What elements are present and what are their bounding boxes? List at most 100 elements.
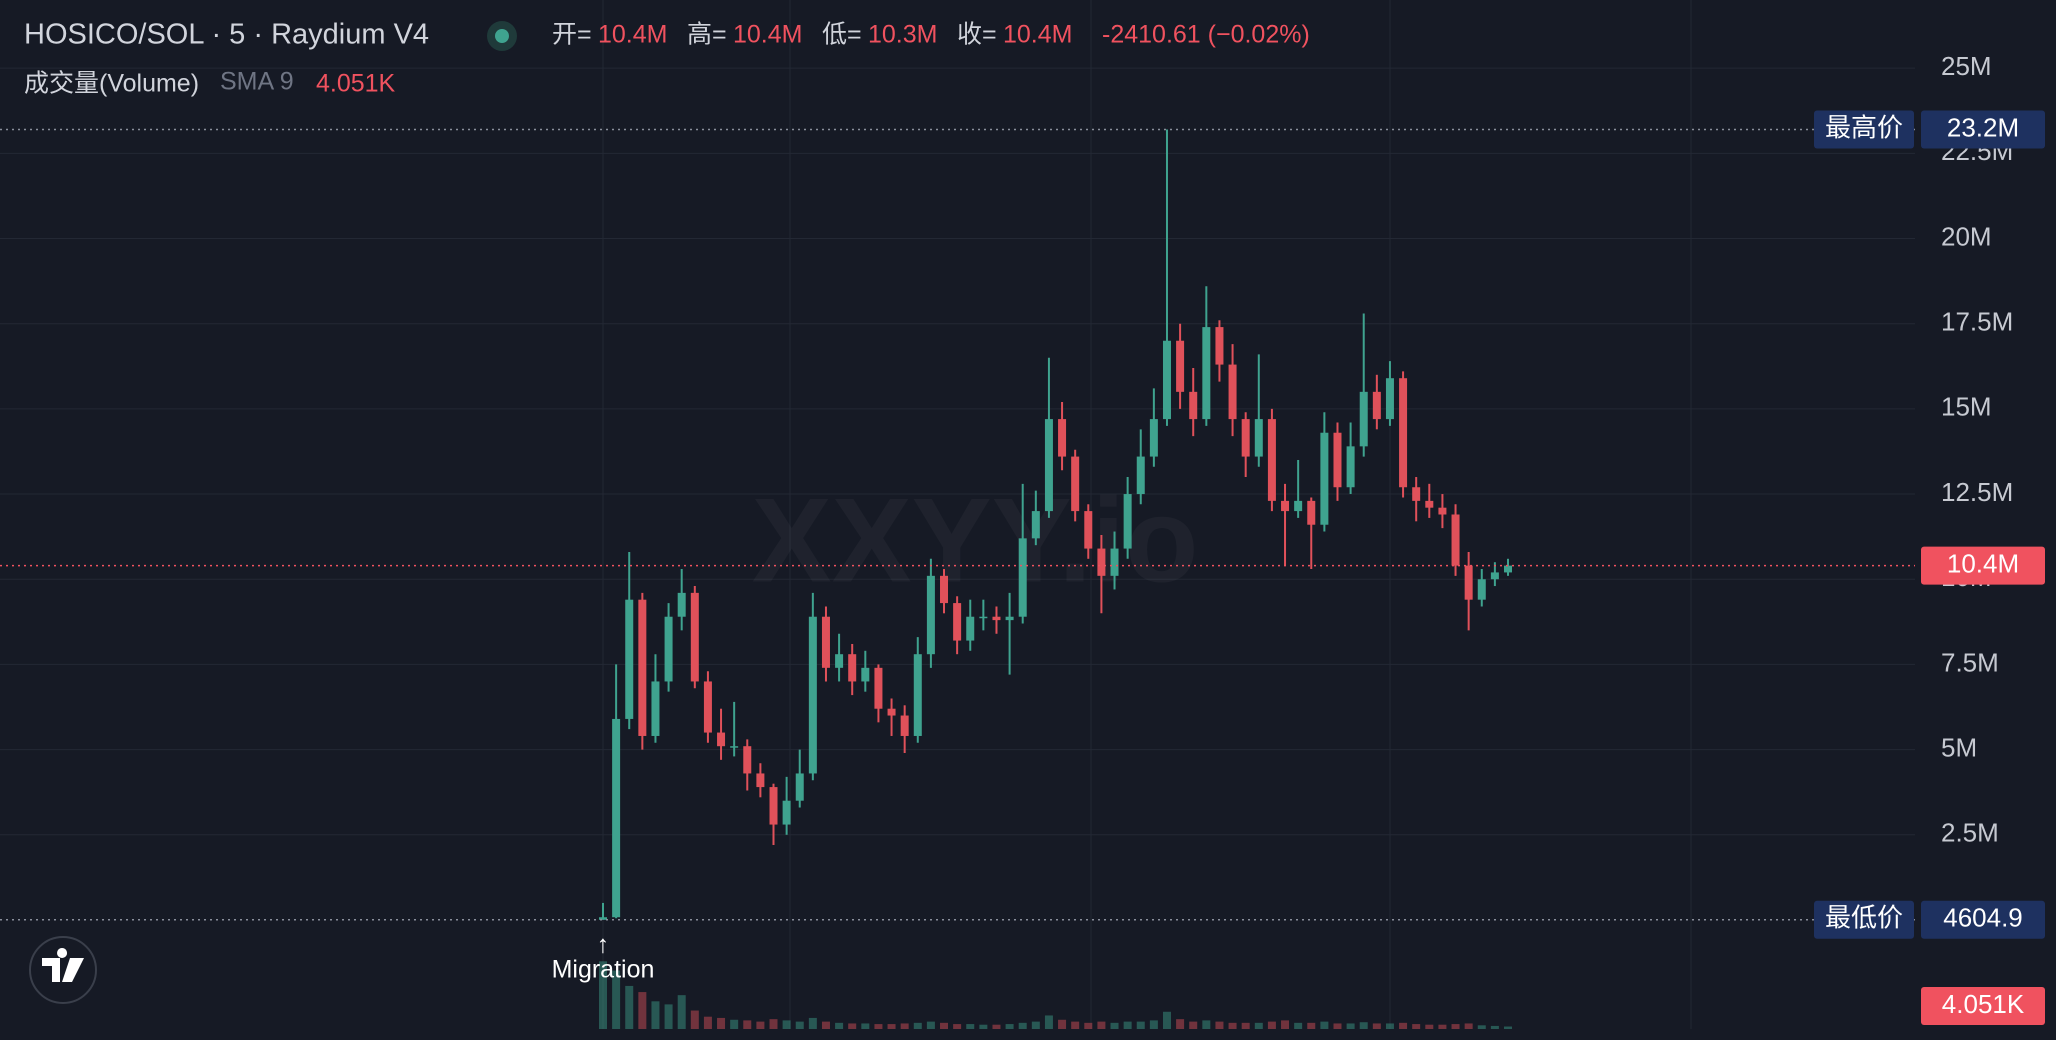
ohlc-value: 10.3M <box>868 21 937 49</box>
volume-bar <box>1110 1022 1119 1029</box>
candle-body <box>1031 511 1040 539</box>
volume-bar <box>1254 1022 1263 1029</box>
candle-body <box>1451 514 1460 566</box>
marker-value: 23.2M <box>1947 112 2019 142</box>
volume-bar <box>835 1022 844 1029</box>
volume-bar <box>1372 1023 1381 1029</box>
volume-bar <box>1490 1025 1499 1029</box>
marker-value-box <box>1921 110 2045 149</box>
volume-bar <box>1202 1020 1211 1029</box>
candle-body <box>940 575 949 604</box>
candle-body <box>835 654 844 668</box>
logo-circle <box>29 936 97 1004</box>
candle-body <box>1464 565 1473 600</box>
marker-name: 最低价 <box>1825 903 1903 933</box>
candle-body <box>782 800 791 825</box>
volume-bar <box>664 1004 673 1029</box>
volume-value-box <box>1921 987 2045 1025</box>
candle-body <box>703 681 712 733</box>
candle-body <box>1176 340 1185 392</box>
volume-bar <box>1097 1021 1106 1029</box>
volume-bar <box>848 1023 857 1029</box>
candle-body <box>743 746 752 774</box>
marker-value-box <box>1921 546 2045 585</box>
ohlc-change: -2410.61 (−0.02%) <box>1102 21 1310 49</box>
candle-body <box>874 667 883 709</box>
volume-bar <box>1215 1021 1224 1029</box>
y-tick-label: 12.5M <box>1941 477 2013 507</box>
volume-bar <box>756 1021 765 1029</box>
volume-bar <box>1346 1023 1355 1029</box>
candle-body <box>677 592 686 617</box>
candle-body <box>1123 494 1132 549</box>
y-tick-label: 25M <box>1941 51 1992 81</box>
ohlc-key: 开= <box>552 21 592 49</box>
volume-bar <box>926 1021 935 1029</box>
volume-sma-value: 4.051K <box>316 70 396 98</box>
volume-bar <box>1504 1026 1512 1029</box>
candle-body <box>795 773 804 801</box>
volume-bar <box>1031 1021 1040 1029</box>
volume-bar <box>887 1024 896 1029</box>
candle-body <box>769 787 778 825</box>
candle-body <box>651 681 660 736</box>
volume-bar <box>1005 1024 1014 1029</box>
volume-bar <box>1084 1022 1093 1029</box>
candle-body <box>599 917 607 920</box>
y-tick-label: 15M <box>1941 392 1992 422</box>
candle-body <box>1241 419 1250 457</box>
volume-bar <box>795 1021 804 1029</box>
volume-bar <box>1044 1015 1053 1029</box>
candle-body <box>1320 432 1329 525</box>
volume-bar <box>625 985 634 1029</box>
ohlc-header: 开= 10.4M 高= 10.4M 低= 10.3M 收= 10.4M -2410.61 (−0… <box>552 21 1310 49</box>
y-tick-label: 17.5M <box>1941 307 2013 337</box>
candle-body <box>1490 572 1499 580</box>
volume-bar <box>1189 1021 1198 1029</box>
volume-bar <box>992 1024 1001 1029</box>
candle-body <box>953 603 962 641</box>
candle-body <box>1438 507 1447 515</box>
ohlc-key: 收= <box>957 21 997 49</box>
annotation-arrow: ↑ <box>597 931 610 959</box>
candle-body <box>808 616 817 774</box>
candle-body <box>717 732 726 747</box>
candle-body <box>992 616 1001 621</box>
ohlc-value: 10.4M <box>1003 21 1072 49</box>
marker-name-box <box>1814 900 1914 939</box>
candle-body <box>821 616 830 668</box>
volume-bar <box>612 970 621 1029</box>
volume-bar <box>1412 1024 1421 1029</box>
candle-body <box>1425 500 1434 508</box>
volume-bar <box>1425 1024 1434 1029</box>
volume-bar <box>861 1023 870 1029</box>
volume-title: 成交量(Volume) <box>24 70 199 98</box>
volume-bar <box>808 1017 817 1029</box>
volume-bar <box>1451 1024 1460 1029</box>
candle-body <box>612 718 621 918</box>
marker-name: 最高价 <box>1825 112 1903 142</box>
volume-bar <box>1162 1011 1171 1029</box>
ohlc-value: 10.4M <box>733 21 802 49</box>
candle-body <box>1267 419 1276 501</box>
candle-body <box>1084 511 1093 549</box>
candle-body <box>861 667 870 682</box>
candle-body <box>1018 538 1027 617</box>
y-tick-label: 5M <box>1941 732 1977 762</box>
volume-bar <box>769 1019 778 1029</box>
marker-value-box <box>1921 900 2045 939</box>
volume-bar <box>1136 1021 1145 1029</box>
candle-body <box>1005 616 1014 621</box>
volume-bar <box>874 1024 883 1029</box>
volume-bar <box>1464 1023 1473 1029</box>
volume-bar <box>1307 1022 1316 1029</box>
marker-value: 10.4M <box>1947 548 2019 578</box>
volume-bar <box>743 1020 752 1029</box>
plot <box>599 129 1512 1029</box>
volume-sma: SMA 9 <box>220 68 294 96</box>
candle-body <box>664 616 673 682</box>
candle-body <box>1044 419 1053 512</box>
annotation-text: Migration <box>552 956 655 984</box>
volume-bar <box>1399 1022 1408 1029</box>
